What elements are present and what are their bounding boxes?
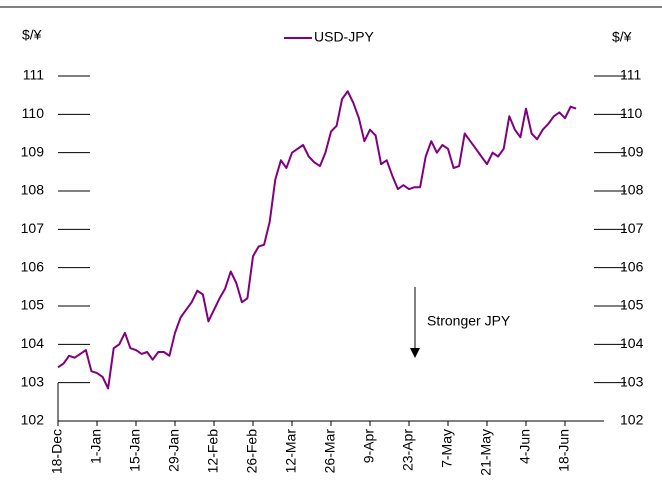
y-axis-label-right: $/¥: [612, 29, 632, 45]
x-tick-label: 7-May: [439, 429, 455, 468]
x-tick-label: 12-Feb: [205, 429, 221, 474]
y-tick-label: 111: [23, 67, 44, 83]
x-tick-label: 26-Mar: [322, 429, 338, 474]
arrow-head: [410, 348, 420, 358]
x-tick-label: 29-Jan: [166, 429, 182, 472]
y2-tick-label: 107: [620, 220, 644, 236]
y2-tick-label: 106: [620, 258, 644, 274]
y-tick-label: 110: [22, 105, 45, 121]
x-tick-label: 12-Mar: [283, 429, 299, 474]
y2-tick-label: 102: [620, 412, 644, 428]
x-tick-label: 26-Feb: [244, 429, 260, 474]
y2-tick-label: 105: [620, 297, 644, 313]
y-tick-label: 106: [21, 258, 45, 274]
x-tick-label: 18-Dec: [49, 429, 65, 474]
y2-tick-label: 103: [620, 373, 644, 389]
series-line: [57, 90, 577, 390]
y2-tick-label: 108: [620, 182, 644, 198]
x-tick-label: 15-Jan: [127, 429, 143, 472]
y-tick-label: 108: [21, 182, 45, 198]
y2-tick-label: 111: [620, 67, 641, 83]
y-axis-label-left: $/¥: [22, 27, 42, 43]
x-tick-label: 23-Apr: [400, 429, 416, 471]
x-tick-label: 9-Apr: [361, 429, 377, 464]
x-tick-label: 4-Jun: [517, 429, 533, 464]
x-tick-label: 1-Jan: [88, 429, 104, 464]
y-tick-label: 104: [21, 335, 45, 351]
y-tick-label: 107: [21, 220, 45, 236]
y-tick-label: 102: [21, 412, 45, 428]
y-tick-label: 109: [21, 143, 45, 159]
y2-tick-label: 104: [620, 335, 644, 351]
y2-tick-label: 110: [620, 105, 643, 121]
y2-tick-label: 109: [620, 143, 644, 159]
y-tick-label: 103: [21, 373, 45, 389]
legend-label: USD-JPY: [314, 29, 375, 45]
x-tick-label: 18-Jun: [556, 429, 572, 472]
annotation: Stronger JPY: [427, 313, 511, 329]
x-tick-label: 21-May: [478, 429, 494, 476]
y-tick-label: 105: [21, 297, 45, 313]
